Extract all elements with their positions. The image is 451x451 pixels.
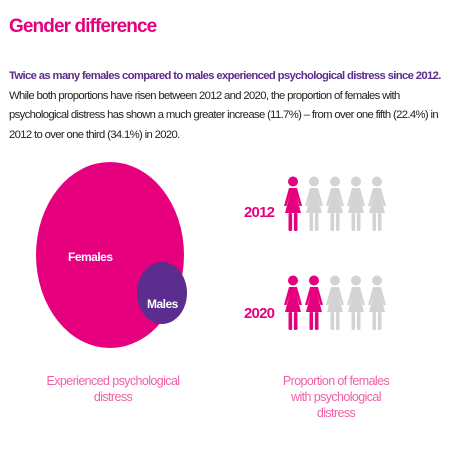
- pictogram-row-2020: [283, 275, 387, 331]
- pictogram-row-2012: [283, 176, 387, 232]
- males-bubble: [137, 262, 187, 324]
- female-icon: [304, 176, 324, 232]
- female-icon-highlighted: [304, 275, 324, 331]
- female-icon: [346, 275, 366, 331]
- female-icon: [367, 176, 387, 232]
- female-icon: [325, 176, 345, 232]
- page-title: Gender difference: [9, 16, 157, 37]
- intro-lead: Twice as many females compared to males …: [9, 70, 441, 82]
- year-2020-label: 2020: [244, 305, 275, 322]
- female-icon-highlighted: [283, 275, 303, 331]
- bubbles-caption: Experienced psychological distress: [46, 374, 180, 404]
- pictogram-caption: Proportion of females with psychological…: [282, 374, 390, 420]
- intro-body: While both proportions have risen betwee…: [9, 89, 439, 141]
- intro-paragraph: Twice as many females compared to males …: [9, 67, 447, 145]
- female-icon: [325, 275, 345, 331]
- year-2012-label: 2012: [244, 204, 275, 221]
- females-label: Females: [68, 250, 113, 264]
- female-icon: [367, 275, 387, 331]
- female-icon-highlighted: [283, 176, 303, 232]
- males-label: Males: [147, 297, 178, 311]
- female-icon: [346, 176, 366, 232]
